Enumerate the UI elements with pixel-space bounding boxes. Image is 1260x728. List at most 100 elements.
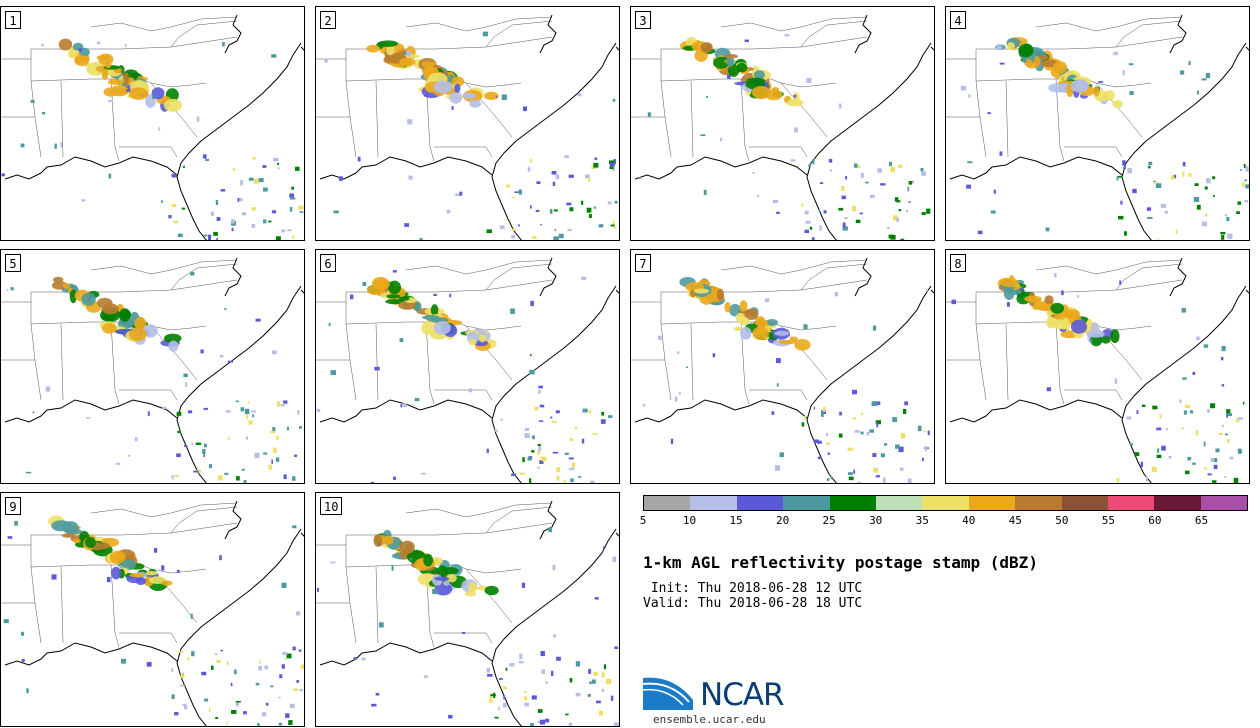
reflectivity-echo [1134, 452, 1140, 457]
reflectivity-echo [244, 408, 250, 415]
reflectivity-echo [7, 536, 13, 539]
reflectivity-cell [398, 301, 416, 310]
colorbar-segment [690, 496, 737, 510]
reflectivity-cell [430, 304, 439, 316]
reflectivity-echo [263, 452, 268, 455]
reflectivity-echo [588, 214, 592, 218]
reflectivity-echo [514, 191, 520, 193]
reflectivity-echo [171, 475, 174, 480]
state-boundary [1055, 321, 1065, 405]
reflectivity-cell [433, 321, 451, 335]
reflectivity-echo [264, 665, 269, 670]
reflectivity-echo [178, 651, 184, 653]
reflectivity-cell [163, 333, 182, 344]
state-boundary [434, 146, 493, 158]
reflectivity-echo [246, 414, 249, 420]
state-boundary [660, 49, 672, 158]
reflectivity-echo [316, 408, 321, 412]
reflectivity-echo [609, 166, 614, 170]
reflectivity-echo [235, 400, 239, 403]
reflectivity-echo [1221, 384, 1225, 387]
reflectivity-echo [575, 692, 581, 697]
reflectivity-echo [594, 597, 599, 600]
reflectivity-echo [174, 712, 179, 716]
reflectivity-echo [817, 456, 822, 460]
reflectivity-echo [1207, 473, 1212, 476]
reflectivity-echo [537, 450, 541, 455]
reflectivity-echo [575, 661, 580, 667]
reflectivity-echo [1195, 430, 1199, 436]
reflectivity-cell [72, 538, 81, 544]
reflectivity-echo [270, 430, 276, 434]
reflectivity-echo [873, 467, 879, 473]
reflectivity-echo [227, 360, 234, 363]
reflectivity-echo [289, 197, 296, 200]
state-boundary [434, 389, 493, 401]
colorbar-tick: 20 [775, 514, 790, 527]
reflectivity-cell [716, 288, 725, 302]
reflectivity-echo [171, 668, 174, 672]
reflectivity-echo [1237, 448, 1242, 454]
reflectivity-echo [258, 178, 264, 183]
reflectivity-echo [518, 189, 522, 195]
reflectivity-echo [826, 442, 830, 445]
reflectivity-echo [888, 234, 894, 239]
state-boundary [780, 82, 828, 138]
reflectivity-echo [1227, 233, 1233, 239]
reflectivity-echo [896, 217, 899, 223]
reflectivity-echo [449, 293, 452, 298]
reflectivity-echo [298, 649, 302, 652]
reflectivity-echo [1210, 458, 1215, 462]
reflectivity-echo [251, 224, 256, 228]
member-number: 2 [320, 11, 336, 29]
state-boundary [90, 502, 238, 518]
reflectivity-echo [589, 480, 595, 483]
reflectivity-echo [830, 476, 833, 480]
valid-label: Valid: [643, 596, 690, 611]
reflectivity-echo [1221, 424, 1224, 427]
reflectivity-echo [121, 658, 127, 664]
reflectivity-echo [531, 236, 537, 239]
reflectivity-cell [388, 280, 402, 295]
reflectivity-echo [254, 452, 260, 459]
init-value: Thu 2018-06-28 12 UTC [697, 581, 863, 596]
reflectivity-echo [502, 686, 507, 690]
state-boundary [485, 20, 553, 48]
reflectivity-echo [174, 475, 180, 477]
reflectivity-echo [226, 721, 228, 725]
reflectivity-echo [990, 210, 996, 214]
reflectivity-echo [214, 653, 218, 656]
reflectivity-echo [603, 546, 605, 549]
state-boundary [110, 564, 120, 648]
reflectivity-echo [407, 119, 413, 125]
reflectivity-echo [180, 673, 185, 678]
reflectivity-cell [129, 327, 147, 342]
reflectivity-echo [203, 443, 207, 448]
reflectivity-echo [1127, 168, 1133, 174]
reflectivity-echo [554, 229, 557, 231]
reflectivity-echo [286, 653, 292, 659]
reflectivity-echo [551, 670, 554, 677]
reflectivity-echo [220, 354, 224, 358]
reflectivity-echo [1090, 338, 1093, 344]
reflectivity-echo [255, 682, 260, 686]
reflectivity-echo [285, 713, 290, 718]
reflectivity-echo [284, 658, 287, 661]
coastline [319, 528, 617, 726]
reflectivity-echo [531, 450, 535, 453]
reflectivity-echo [511, 473, 516, 476]
reflectivity-echo [1221, 235, 1225, 240]
figure-title: 1-km AGL reflectivity postage stamp (dBZ… [643, 553, 1038, 572]
reflectivity-echo [184, 445, 188, 447]
reflectivity-echo [555, 410, 560, 414]
reflectivity-echo [859, 212, 863, 215]
reflectivity-echo [1243, 163, 1246, 169]
reflectivity-echo [679, 391, 681, 395]
reflectivity-cell [724, 301, 731, 313]
state-boundary [345, 535, 357, 644]
reflectivity-echo [391, 565, 394, 571]
reflectivity-echo [793, 94, 797, 98]
reflectivity-echo [551, 170, 557, 175]
reflectivity-echo [813, 406, 816, 410]
reflectivity-echo [224, 472, 229, 475]
